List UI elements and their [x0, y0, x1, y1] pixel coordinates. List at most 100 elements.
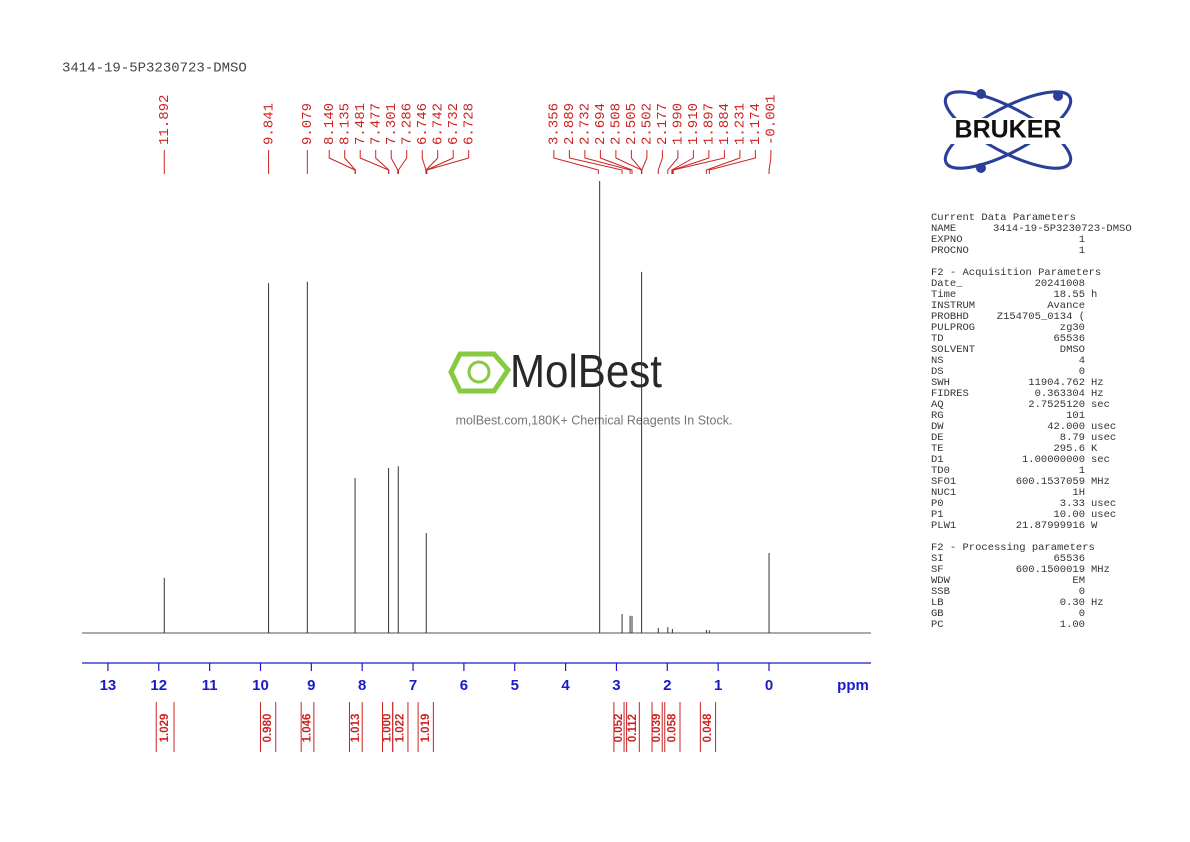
parameter-value: 1H	[1072, 487, 1085, 499]
integral-label: 1.029	[159, 714, 171, 743]
parameter-name: Date_	[931, 278, 963, 290]
parameter-value: 20241008	[1035, 278, 1085, 290]
x-tick-label: 3	[612, 677, 620, 694]
peak-connector	[615, 150, 642, 174]
parameter-value: 3414-19-5P3230723-DMSO	[993, 223, 1132, 235]
parameter-unit: MHz	[1091, 564, 1110, 576]
parameter-name: SWH	[931, 377, 950, 389]
peak-connector	[599, 150, 633, 174]
x-tick-label: 10	[252, 677, 269, 694]
peak-connector	[568, 150, 623, 174]
peak-connector	[344, 150, 356, 174]
parameter-value: 65536	[1053, 553, 1085, 565]
watermark-caption: molBest.com,180K+ Chemical Reagents In S…	[456, 413, 733, 427]
parameter-name: NAME	[931, 223, 956, 235]
logo-orbit	[943, 90, 1073, 170]
peak-connector	[708, 150, 756, 174]
peak-label: 6.732	[446, 103, 462, 145]
parameter-value: 1.00	[1060, 619, 1085, 631]
parameter-value: 18.55	[1053, 289, 1085, 301]
parameter-value: 600.1537059	[1016, 476, 1085, 488]
parameter-value: Z154705_0134 (	[997, 311, 1085, 323]
integral-label: 0.039	[651, 714, 663, 743]
parameter-value: 10.00	[1053, 509, 1085, 521]
parameter-unit: usec	[1091, 432, 1116, 444]
peak-label: 1.174	[748, 103, 764, 145]
parameter-name: PROCNO	[931, 245, 969, 257]
parameter-value: 0.30	[1060, 597, 1085, 609]
parameter-name: WDW	[931, 575, 951, 587]
peak-connector	[553, 150, 599, 174]
parameter-value: 21.87999916	[1016, 520, 1085, 532]
peak-label: 2.177	[655, 103, 671, 145]
peak-connector	[584, 150, 631, 174]
integral-bracket	[155, 702, 175, 752]
parameter-name: TD	[931, 333, 944, 345]
peak-connector	[672, 150, 710, 174]
peak-label: 6.742	[430, 103, 446, 145]
logo-dot	[976, 89, 986, 99]
parameter-name: TD0	[931, 465, 950, 477]
peak-label: 1.884	[717, 103, 733, 145]
parameter-name: P1	[931, 509, 944, 521]
parameter-value: 8.79	[1060, 432, 1085, 444]
parameter-value: 11904.762	[1028, 377, 1085, 389]
peak-label: 2.889	[562, 103, 578, 145]
parameter-value: 1	[1079, 234, 1085, 246]
logo-text: BRUKER	[955, 116, 1062, 144]
watermark-icon	[467, 360, 491, 384]
parameter-value: EM	[1072, 575, 1085, 587]
parameter-name: DW	[931, 421, 944, 433]
parameter-unit: h	[1091, 289, 1097, 301]
peak-label: 1.897	[702, 103, 718, 145]
x-tick-label: 13	[100, 677, 117, 694]
parameter-value: 1	[1079, 465, 1085, 477]
integral-label: 0.058	[666, 713, 678, 742]
parameter-value: 42.000	[1047, 421, 1085, 433]
x-tick-label: 1	[714, 677, 722, 694]
integral-bracket	[348, 702, 363, 752]
parameter-unit: sec	[1091, 454, 1110, 466]
parameter-value: 1.00000000	[1022, 454, 1085, 466]
x-tick-label: 12	[150, 677, 167, 694]
parameter-unit: Hz	[1091, 388, 1104, 400]
integral-label: 1.046	[302, 714, 314, 743]
parameter-unit: K	[1091, 443, 1098, 455]
parameter-name: DS	[931, 366, 944, 378]
peak-connector	[426, 150, 454, 174]
parameter-name: PULPROG	[931, 322, 975, 334]
watermark-icon	[448, 351, 512, 394]
peak-label: 6.728	[461, 103, 477, 145]
x-tick-label: 0	[765, 677, 773, 694]
peak-label: 7.481	[353, 103, 369, 145]
integral-label: 0.112	[627, 714, 639, 742]
watermark: MolBest molBest.com,180K+ Chemical Reage…	[448, 345, 733, 427]
parameter-name: DE	[931, 432, 944, 444]
integral-bracket	[259, 702, 277, 752]
parameter-name: PROBHD	[931, 311, 969, 323]
parameter-value: Avance	[1047, 300, 1085, 312]
integral-label: 0.980	[262, 714, 274, 743]
parameter-unit: usec	[1091, 498, 1116, 510]
parameter-value: 4	[1079, 355, 1085, 367]
parameter-name: SF	[931, 564, 944, 576]
peak-connector	[425, 150, 439, 174]
parameter-unit: usec	[1091, 509, 1116, 521]
peak-label: 2.505	[624, 103, 640, 145]
parameter-value: 1	[1079, 245, 1085, 257]
integral-bracket	[651, 702, 663, 752]
parameter-value: DMSO	[1060, 344, 1085, 356]
parameter-name: SSB	[931, 586, 950, 598]
peak-connector	[359, 150, 390, 174]
peak-connector	[421, 150, 427, 174]
peak-connector	[397, 150, 408, 174]
peak-label: 2.694	[593, 103, 609, 145]
parameter-name: SOLVENT	[931, 344, 975, 356]
parameter-value: 2.7525120	[1028, 399, 1085, 411]
integral-bracket	[417, 702, 434, 752]
parameter-value: 600.1500019	[1016, 564, 1085, 576]
x-tick-label: 8	[358, 677, 366, 694]
peak-label: -0.001	[764, 95, 780, 145]
